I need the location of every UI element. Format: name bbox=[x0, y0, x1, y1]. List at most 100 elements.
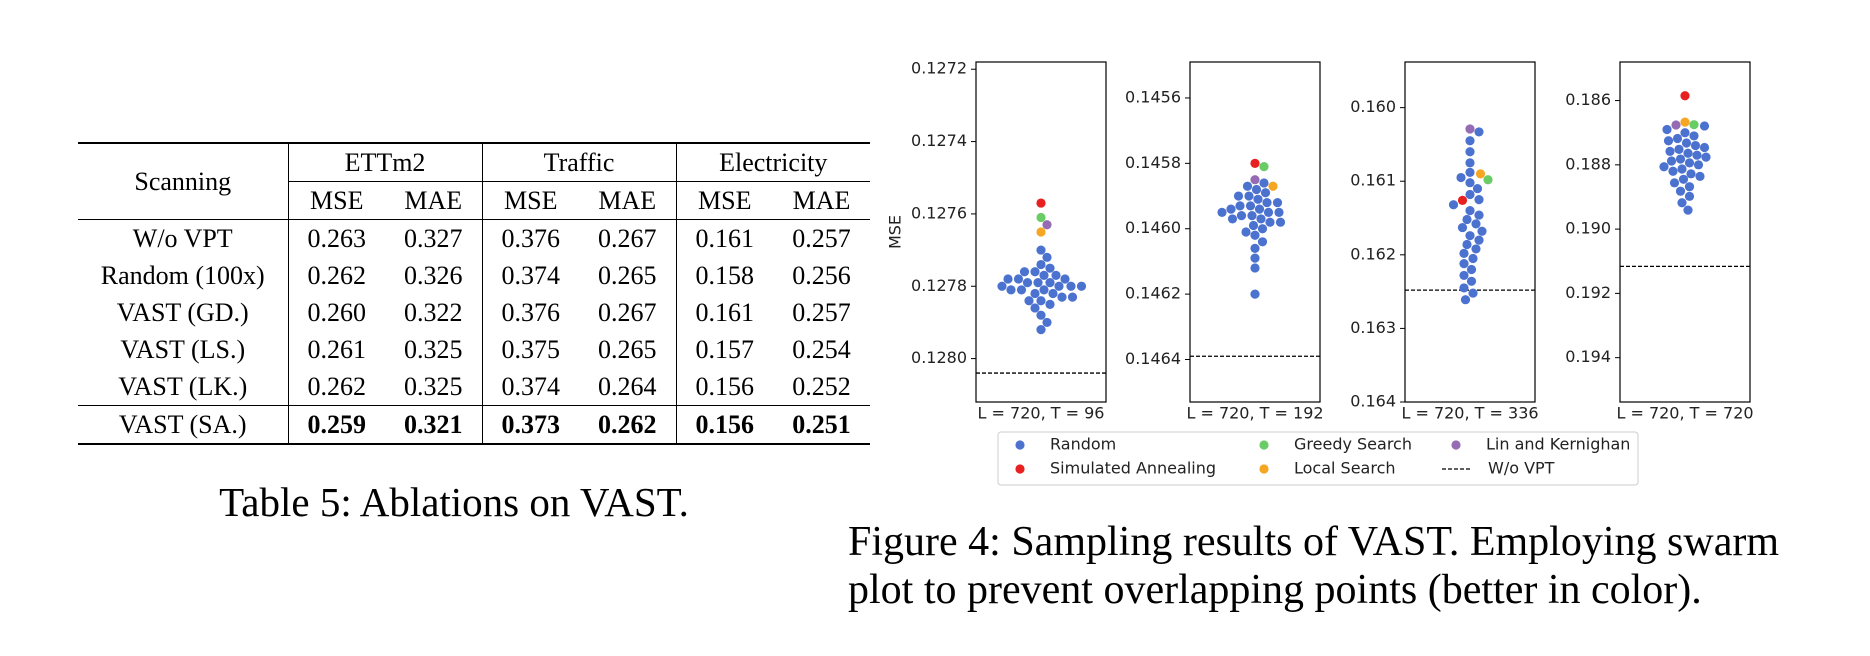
point bbox=[1233, 191, 1244, 201]
point bbox=[1257, 237, 1268, 247]
group-header: Electricity bbox=[676, 142, 870, 182]
point bbox=[1465, 124, 1475, 134]
point bbox=[1680, 117, 1690, 127]
cell: 0.256 bbox=[792, 261, 851, 290]
row-label: Random (100x) bbox=[78, 257, 289, 294]
point bbox=[1466, 276, 1477, 286]
point bbox=[1468, 253, 1478, 264]
point bbox=[1045, 299, 1055, 309]
point bbox=[1471, 244, 1481, 254]
cell: 0.156 bbox=[695, 372, 755, 401]
point bbox=[1692, 150, 1702, 160]
point bbox=[1680, 91, 1690, 101]
legend-label: Local Search bbox=[1294, 459, 1396, 478]
point bbox=[1690, 140, 1701, 151]
cell: 0.161 bbox=[695, 298, 755, 327]
cell: 0.263 bbox=[288, 219, 385, 257]
cell: 0.321 bbox=[385, 405, 483, 445]
point bbox=[1275, 217, 1286, 227]
subheader: MSE bbox=[698, 186, 752, 215]
point bbox=[1465, 189, 1475, 200]
point bbox=[1250, 289, 1260, 299]
point bbox=[1465, 178, 1475, 188]
point bbox=[1054, 281, 1064, 291]
point bbox=[1016, 285, 1027, 295]
y-tick-label: 0.192 bbox=[1565, 283, 1611, 302]
point bbox=[1253, 194, 1263, 204]
cell: 0.254 bbox=[792, 335, 851, 364]
point bbox=[1274, 207, 1284, 217]
cell: 0.374 bbox=[501, 261, 561, 290]
point bbox=[1465, 136, 1475, 146]
cell: 0.265 bbox=[579, 257, 677, 294]
header-row: Scanning ETTm2 Traffic Electricity bbox=[78, 142, 870, 220]
point bbox=[1265, 217, 1275, 227]
y-tick-label: 0.1458 bbox=[1125, 153, 1181, 172]
point bbox=[1665, 146, 1675, 156]
y-tick-label: 0.1456 bbox=[1125, 87, 1181, 106]
cell: 0.156 bbox=[676, 405, 773, 445]
subheader: MAE bbox=[792, 186, 851, 215]
legend-label: Greedy Search bbox=[1294, 435, 1412, 454]
point bbox=[1663, 136, 1674, 146]
cell: 0.261 bbox=[307, 335, 367, 364]
point bbox=[1019, 267, 1030, 277]
point bbox=[1045, 263, 1055, 273]
point bbox=[1042, 252, 1052, 262]
point bbox=[1459, 259, 1469, 269]
cell: 0.376 bbox=[482, 219, 579, 257]
y-tick-label: 0.164 bbox=[1350, 392, 1396, 411]
point bbox=[1036, 198, 1046, 208]
row-label: VAST (GD.) bbox=[78, 294, 289, 331]
cell: 0.161 bbox=[676, 219, 773, 257]
point bbox=[1042, 220, 1052, 230]
point bbox=[1677, 198, 1687, 208]
point bbox=[1462, 214, 1472, 225]
point bbox=[1259, 162, 1269, 172]
point bbox=[1226, 204, 1236, 214]
cell: 0.257 bbox=[792, 298, 851, 327]
point bbox=[1241, 227, 1251, 237]
legend-marker bbox=[1259, 440, 1269, 450]
point bbox=[1474, 210, 1484, 220]
subheader: MSE bbox=[310, 186, 364, 215]
point bbox=[1465, 167, 1475, 177]
point bbox=[1256, 214, 1266, 224]
point bbox=[1459, 248, 1469, 258]
point bbox=[1036, 296, 1046, 306]
point bbox=[1448, 200, 1459, 210]
point bbox=[1235, 201, 1245, 211]
y-tick-label: 0.1272 bbox=[911, 59, 967, 78]
cell: 0.267 bbox=[579, 219, 677, 257]
point bbox=[1247, 211, 1257, 221]
point bbox=[1693, 160, 1704, 170]
y-tick-label: 0.1276 bbox=[911, 203, 967, 222]
subheader: MAE bbox=[579, 181, 677, 220]
axes-frame bbox=[1619, 61, 1751, 403]
row-label: VAST (SA.) bbox=[78, 405, 289, 445]
axes-frame bbox=[1404, 61, 1536, 403]
point bbox=[1465, 158, 1475, 168]
point bbox=[1457, 195, 1468, 205]
point bbox=[1242, 181, 1253, 191]
legend-marker bbox=[1015, 440, 1025, 450]
point bbox=[1459, 270, 1469, 281]
point bbox=[1468, 288, 1478, 298]
point bbox=[1248, 220, 1259, 231]
point bbox=[1675, 154, 1686, 164]
point bbox=[1263, 207, 1274, 217]
point bbox=[1483, 175, 1493, 185]
point bbox=[1030, 303, 1040, 313]
point bbox=[1465, 206, 1475, 216]
point bbox=[1474, 127, 1484, 137]
y-tick-label: 0.1460 bbox=[1125, 218, 1181, 237]
cell: 0.325 bbox=[385, 368, 483, 406]
point bbox=[1666, 156, 1677, 166]
point bbox=[1042, 317, 1052, 328]
subheader-row: MSE MAE MSE MAE MSE MAE bbox=[78, 181, 870, 220]
cell: 0.260 bbox=[307, 298, 367, 327]
table-caption: Table 5: Ablations on VAST. bbox=[219, 479, 689, 525]
point bbox=[1683, 205, 1693, 215]
point bbox=[1036, 212, 1046, 223]
axes-frame bbox=[1189, 61, 1321, 403]
